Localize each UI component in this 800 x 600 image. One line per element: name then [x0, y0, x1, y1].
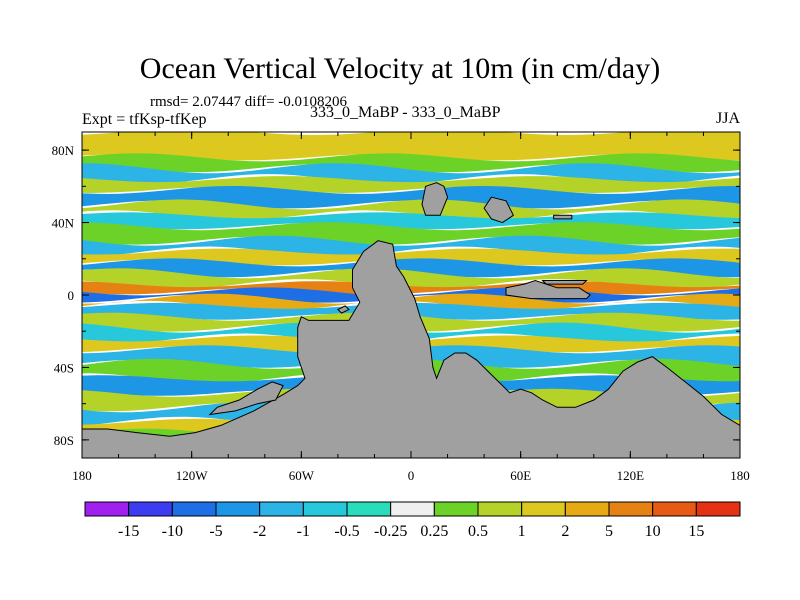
season-label: JJA	[716, 110, 741, 127]
colorbar-label: 5	[605, 523, 613, 540]
y-tick-label: 0	[68, 288, 75, 303]
colorbar-box	[695, 501, 741, 517]
colorbar-label: 10	[645, 523, 661, 540]
x-tick-label: 120W	[176, 468, 209, 483]
colorbar-label: 0.5	[468, 523, 488, 540]
land-narrow-isthmus	[541, 280, 588, 285]
x-tick-label: 60W	[289, 468, 315, 483]
experiment-label: Expt = tfKsp-tfKep	[82, 111, 207, 128]
colorbar-box	[215, 501, 261, 517]
land-tiny-island	[337, 305, 350, 314]
colorbar-box	[171, 501, 217, 517]
colorbar-box	[128, 501, 173, 517]
colorbar-box	[84, 501, 130, 517]
colorbar-label: -1	[297, 523, 310, 540]
field-band	[82, 268, 740, 290]
field-band	[82, 163, 740, 185]
field-band	[82, 199, 740, 221]
x-tick-label: 60E	[510, 468, 531, 483]
colorbar-box	[302, 501, 348, 517]
chart-title: Ocean Vertical Velocity at 10m (in cm/da…	[139, 52, 661, 85]
field-band	[82, 153, 740, 173]
colorbar-label: 15	[688, 523, 704, 540]
colorbar-box	[652, 501, 697, 517]
colorbar-label: 0.25	[420, 523, 448, 540]
colorbar-label: -10	[162, 523, 183, 540]
field-band	[82, 248, 740, 266]
field-band	[82, 176, 740, 193]
land-southern-land	[82, 240, 740, 458]
land-small-island	[553, 214, 573, 220]
y-tick-label: 40S	[54, 360, 74, 375]
case-label: 333_0_MaBP - 333_0_MaBP	[310, 104, 501, 121]
colorbar-box	[608, 501, 654, 517]
colorbar-label: 1	[518, 523, 526, 540]
land-eastern-landmass	[483, 196, 515, 224]
field-band	[82, 258, 740, 278]
x-tick-label: 180	[730, 468, 750, 483]
colorbar-box	[390, 501, 435, 517]
colorbar-label: -15	[118, 523, 139, 540]
stats-label: rmsd= 2.07447 diff= -0.0108206	[150, 94, 348, 110]
colorbar-label: -0.25	[374, 523, 407, 540]
x-tick-label: 120E	[617, 468, 645, 483]
colorbar-label: -5	[209, 523, 222, 540]
land-northern-continent	[421, 182, 449, 216]
field-band	[82, 186, 740, 209]
field-band	[82, 212, 740, 230]
field-band	[82, 235, 740, 257]
colorbar-box	[346, 501, 392, 517]
colorbar-label: -2	[253, 523, 266, 540]
y-tick-label: 80S	[54, 433, 74, 448]
colorbar-box	[433, 501, 479, 517]
colorbar-box	[259, 501, 304, 517]
x-tick-label: 180	[72, 468, 92, 483]
colorbar-box	[564, 501, 610, 517]
y-tick-label: 40N	[52, 216, 75, 231]
colorbar-label: -0.5	[334, 523, 359, 540]
field-band	[82, 132, 740, 161]
colorbar-label: 2	[561, 523, 569, 540]
y-tick-label: 80N	[52, 143, 75, 158]
colorbar-box	[477, 501, 523, 517]
land-equatorial-island	[505, 279, 591, 300]
field-band	[82, 293, 740, 311]
land-peninsula	[208, 381, 284, 416]
field-layer	[82, 132, 740, 458]
colorbar-box	[521, 501, 566, 517]
x-tick-label: 0	[408, 468, 415, 483]
